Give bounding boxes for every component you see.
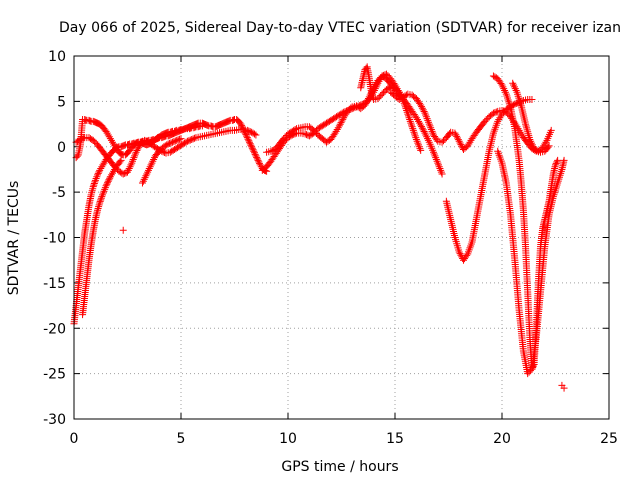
y-axis-label: SDTVAR / TECUs — [6, 181, 22, 296]
y-tick-label: -25 — [43, 367, 66, 383]
x-tick-label: 0 — [70, 431, 79, 447]
x-tick-label: 5 — [177, 431, 186, 447]
x-axis-label: GPS time / hours — [281, 459, 398, 475]
y-tick-label: 10 — [48, 49, 66, 65]
y-tick-label: -10 — [43, 231, 66, 247]
y-tick-label: -30 — [43, 412, 66, 428]
x-tick-label: 15 — [386, 431, 404, 447]
y-tick-label: 0 — [57, 140, 66, 156]
x-tick-label: 10 — [279, 431, 297, 447]
y-tick-label: 5 — [57, 94, 66, 110]
x-tick-label: 20 — [493, 431, 511, 447]
chart-title: Day 066 of 2025, Sidereal Day-to-day VTE… — [59, 20, 621, 36]
x-tick-label: 25 — [600, 431, 618, 447]
sdtvar-scatter-chart: Day 066 of 2025, Sidereal Day-to-day VTE… — [0, 0, 640, 480]
y-tick-label: -5 — [52, 185, 66, 201]
y-tick-label: -15 — [43, 276, 66, 292]
y-tick-label: -20 — [43, 321, 66, 337]
